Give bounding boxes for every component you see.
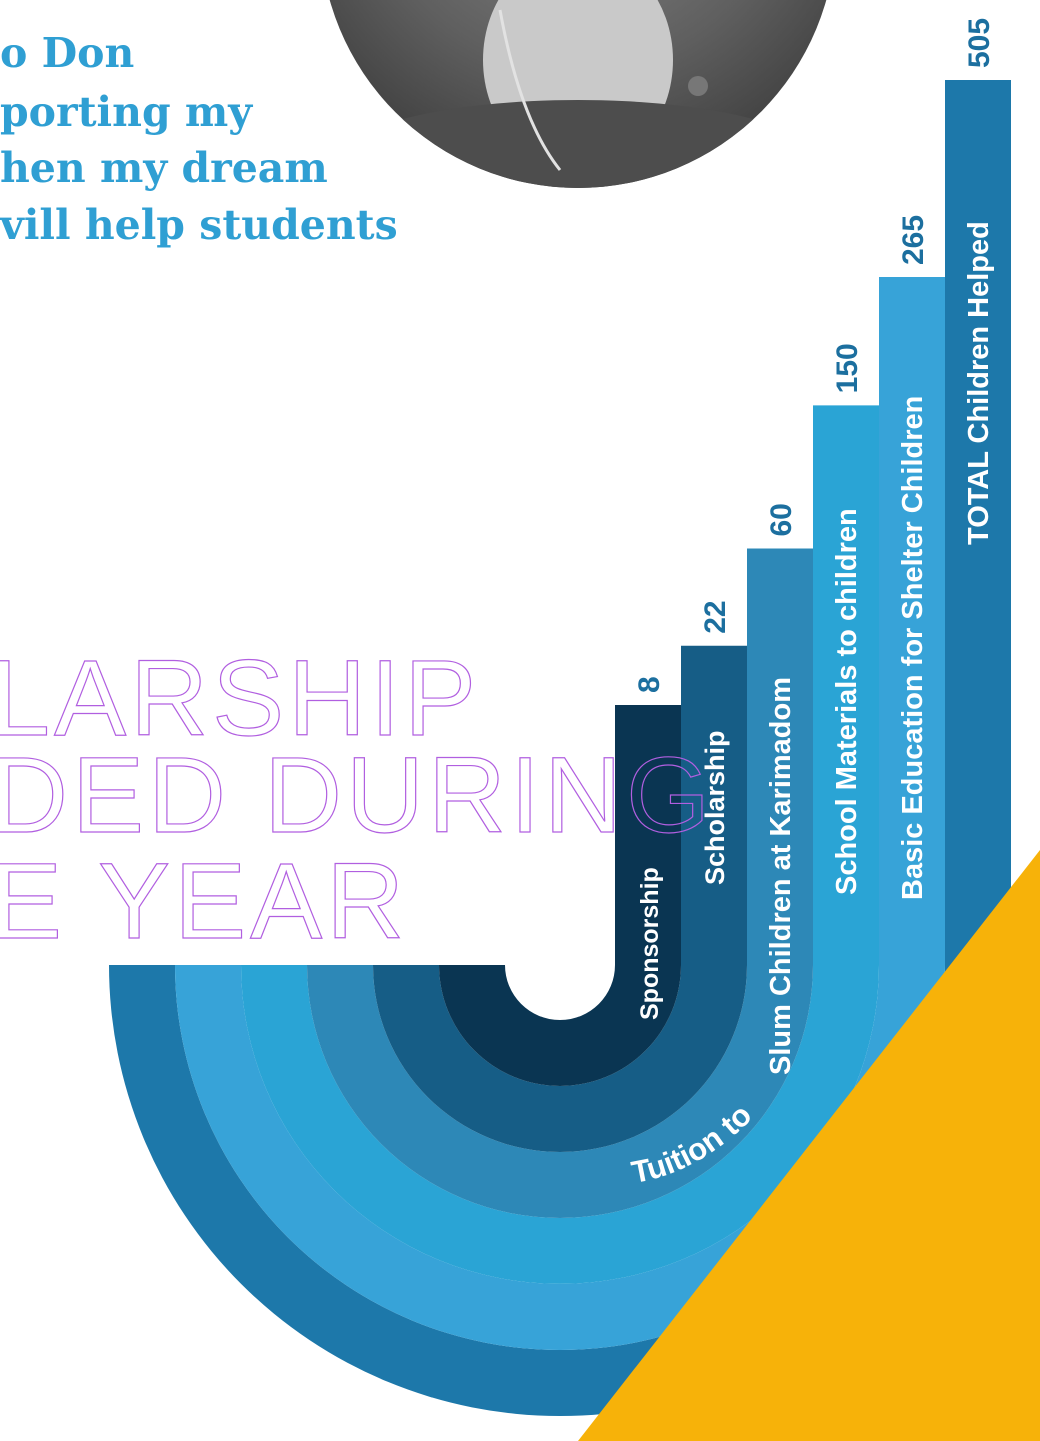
bar-label-5: Basic Education for Shelter Children [897,396,929,900]
bar-value-1: 8 [633,676,666,693]
headline: LARSHIP DED DURING E YEAR [0,636,714,961]
quote-line-3: hen my dream [0,144,328,192]
bar-label-2: Scholarship [700,730,730,885]
bar-3 [307,548,813,1218]
headline-line-2: DED DURING [0,734,714,855]
bar-label-1: Sponsorship [636,867,664,1020]
bar-value-6: 505 [963,18,996,68]
bar-1 [439,705,681,1086]
quote-line-1: o Don [0,29,135,77]
bar-value-3: 60 [765,503,798,536]
bar-label-6: TOTAL Children Helped [963,221,995,545]
headline-line-3: E YEAR [0,840,408,961]
quote-line-2: porting my [0,88,253,136]
bar-2 [373,645,747,1152]
bar-label-3: Slum Children at Karimadom [765,677,797,1075]
headline-line-1: LARSHIP [0,637,480,758]
bar-label-4: School Materials to children [831,508,863,895]
portrait-photo [329,0,827,188]
bar-4 [241,405,879,1284]
quote-line-4: vill help students [0,201,398,249]
bar-value-5: 265 [897,215,930,265]
bar-value-4: 150 [831,343,864,393]
accent-triangle [578,850,1040,1441]
bar-value-2: 22 [699,600,732,633]
